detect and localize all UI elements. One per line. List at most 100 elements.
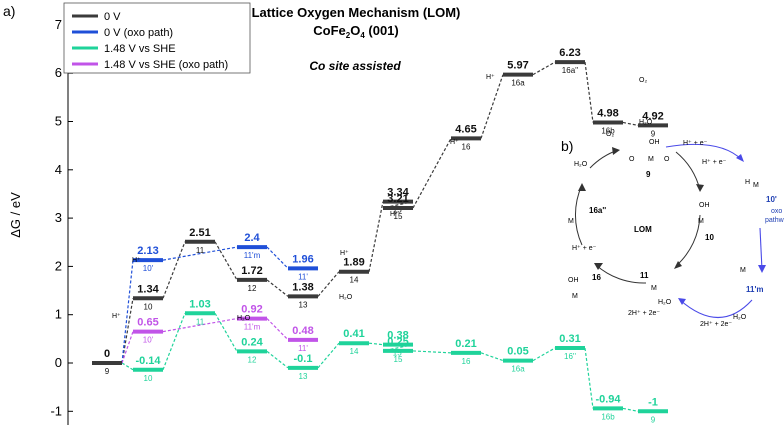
state-label: 10: [144, 374, 153, 383]
step-label: H₂O: [339, 294, 353, 301]
level-connector: [266, 350, 289, 369]
arrowhead: [674, 261, 682, 269]
state-label: 10': [143, 336, 154, 345]
atom-h-10prime: H: [745, 179, 750, 186]
level-connector: [121, 260, 134, 364]
legend-entry: 0 V: [104, 11, 121, 23]
level-connector: [412, 350, 452, 354]
step-annotations: H⁺ H⁺ H₂O H₂O H⁺ H⁺ H⁺ H⁺ O₂ H₂O: [112, 74, 653, 322]
step-label: O₂: [639, 77, 647, 84]
mech-step-h-e-1: H⁺ + e⁻: [683, 140, 708, 147]
energy-value-label: -0.1: [294, 353, 313, 365]
atom-o-9: O: [629, 156, 635, 163]
mech-step-h-e-3: H⁺ + e⁻: [572, 245, 597, 252]
level-connector: [162, 317, 238, 333]
state-label: 16a: [511, 79, 525, 88]
y-tick-label: 2: [55, 258, 62, 273]
level-connector: [162, 246, 238, 261]
energy-value-label: 0.25: [387, 336, 408, 348]
atom-m-11: M: [651, 285, 657, 292]
legend-entry: 0 V (oxo path): [104, 27, 173, 39]
state-label: 11: [196, 246, 205, 255]
state-label: 11'm: [244, 251, 261, 260]
step-label: H⁺: [450, 139, 459, 146]
state-label: 15': [393, 206, 404, 215]
energy-value-label: 2.51: [189, 227, 210, 239]
mech-step-h2o-3: H₂O: [733, 314, 747, 321]
mech-step-h-e-2: H⁺ + e⁻: [702, 159, 727, 166]
level-connector: [368, 342, 384, 346]
legend-entry: 1.48 V vs SHE: [104, 43, 176, 55]
y-axis-label: ΔG / eV: [8, 192, 23, 238]
level-connector: [532, 347, 556, 362]
atom-oh-10: OH: [699, 202, 710, 209]
level-connector: [317, 342, 340, 369]
level-connector: [532, 61, 556, 76]
state-label: 9: [105, 367, 110, 376]
level-connector: [584, 347, 594, 409]
arrowhead: [736, 154, 744, 162]
atom-m-16: M: [572, 293, 578, 300]
species-10-prime: 10': [766, 195, 777, 204]
level-connector: [622, 121, 639, 126]
state-label: 9: [651, 129, 656, 138]
mech-arrow-10prime-11m: [759, 227, 763, 271]
energy-value-label: 0.05: [507, 346, 528, 358]
atom-m-9: M: [648, 156, 654, 163]
y-tick-label: 3: [55, 210, 62, 225]
arrowhead: [594, 263, 603, 270]
energy-value-label: 4.98: [597, 107, 618, 119]
mech-step-h2o-1: H₂O: [574, 161, 588, 168]
energy-value-label: -0.94: [595, 393, 621, 405]
y-tick-label: 5: [55, 114, 62, 129]
energy-value-label: 6.23: [559, 47, 580, 59]
mech-arrow-10-11: [675, 214, 701, 267]
atom-m-10prime: M: [753, 182, 759, 189]
energy-value-label: 2.13: [137, 245, 158, 257]
mech-step-2h-2e-1: 2H⁺ + 2e⁻: [628, 310, 660, 317]
state-label: 16: [462, 142, 471, 151]
state-label: 11': [298, 272, 308, 281]
energy-value-label: -0.14: [135, 355, 161, 367]
arrowhead: [696, 184, 704, 192]
y-tick-label: -1: [50, 403, 62, 418]
energy-value-label: 1.96: [292, 253, 313, 265]
state-label: 13: [299, 372, 308, 381]
atom-o2-9: O: [664, 156, 670, 163]
energy-value-label: 0.65: [137, 317, 158, 329]
legend-entry: 1.48 V vs SHE (oxo path): [104, 59, 228, 71]
y-tick-label: 1: [55, 307, 62, 322]
state-label: 14: [350, 276, 359, 285]
energy-value-label: 1.38: [292, 281, 313, 293]
mech-center-label: LOM: [634, 225, 652, 234]
atom-m-11m: M: [740, 267, 746, 274]
arrowhead: [678, 298, 686, 305]
energy-value-label: 1.72: [241, 265, 262, 277]
mech-arrow-16-16a: [575, 184, 583, 246]
state-label: 10': [143, 264, 154, 273]
arrowhead: [578, 183, 586, 191]
level-connector: [121, 331, 134, 364]
mech-arrow-11-16: [595, 264, 647, 284]
step-label: H⁺: [132, 257, 141, 264]
mech-step-h2o-2: H₂O: [658, 299, 672, 306]
energy-value-label: 4.65: [455, 123, 476, 135]
level-connector: [622, 407, 639, 412]
mech-arrow-9-10prime: [665, 143, 743, 161]
panel-label-a: a): [3, 3, 15, 19]
step-label: H⁺: [112, 313, 121, 320]
energy-value-label: 0.48: [292, 325, 313, 337]
y-axis: -1 0 1 2 3 4 5 6 7: [50, 17, 73, 425]
atom-m-16a: M: [568, 218, 574, 225]
level-connector: [266, 279, 289, 297]
mech-step-o2: O₂: [606, 131, 614, 138]
arrowhead: [612, 147, 620, 155]
state-label: 11': [298, 344, 308, 353]
state-label: 16a'': [562, 66, 579, 75]
energy-value-label: 0.92: [241, 304, 262, 316]
state-label: 14: [350, 347, 359, 356]
level-connector: [214, 241, 238, 281]
state-label: 16'': [564, 352, 576, 361]
atom-m-10: M: [698, 218, 704, 225]
level-connector: [214, 312, 238, 352]
